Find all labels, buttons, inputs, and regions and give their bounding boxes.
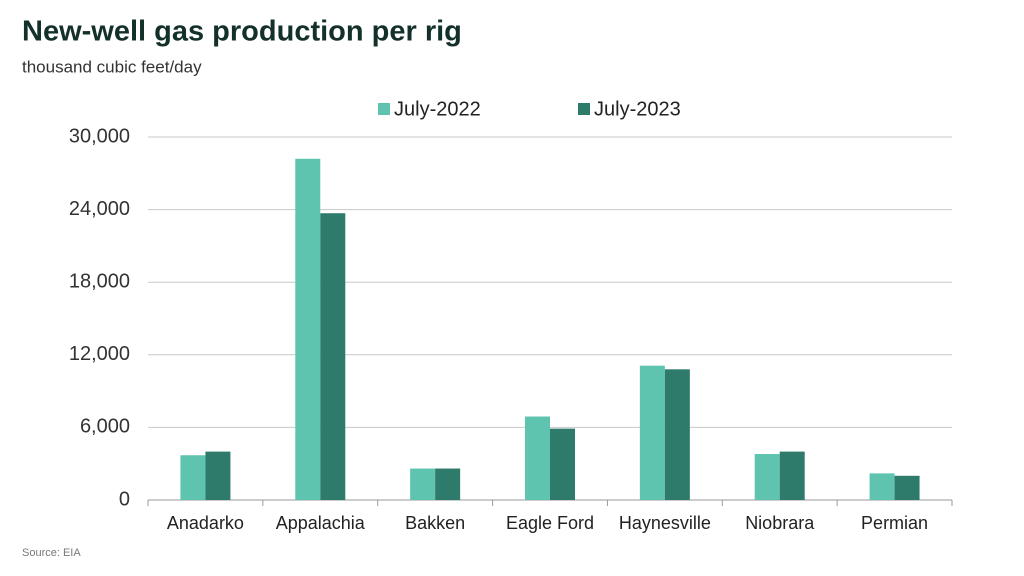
x-tick-label: Niobrara: [745, 513, 815, 533]
legend-swatch: [378, 103, 390, 115]
bar: [320, 213, 346, 501]
y-tick-label: 0: [119, 488, 130, 510]
x-tick-label: Haynesville: [619, 513, 711, 533]
legend-swatch: [578, 103, 590, 115]
bar: [435, 468, 461, 500]
chart-subtitle: thousand cubic feet/day: [22, 57, 202, 76]
chart-title: New-well gas production per rig: [22, 16, 462, 48]
y-tick-label: 6,000: [80, 416, 130, 438]
bar: [205, 451, 231, 500]
y-tick-label: 24,000: [69, 198, 130, 220]
bar: [869, 473, 895, 500]
x-tick-label: Bakken: [405, 513, 465, 533]
bar: [295, 158, 321, 500]
bar: [525, 416, 550, 500]
x-tick-label: Appalachia: [276, 513, 366, 533]
y-tick-label: 18,000: [69, 270, 130, 292]
bar: [894, 475, 920, 500]
y-tick-label: 12,000: [69, 343, 130, 365]
bar: [410, 468, 436, 500]
x-tick-label: Anadarko: [167, 513, 244, 533]
bar: [754, 454, 780, 500]
legend-label: July-2022: [394, 98, 481, 120]
bar: [779, 451, 805, 500]
bar: [180, 455, 206, 500]
source: Source: EIA: [22, 547, 81, 559]
bar: [639, 365, 665, 500]
bar: [664, 369, 690, 500]
x-tick-label: Permian: [861, 513, 928, 533]
legend-label: July-2023: [594, 98, 681, 120]
bar: [550, 428, 575, 500]
x-tick-label: Eagle Ford: [506, 513, 594, 533]
y-tick-label: 30,000: [69, 125, 130, 147]
